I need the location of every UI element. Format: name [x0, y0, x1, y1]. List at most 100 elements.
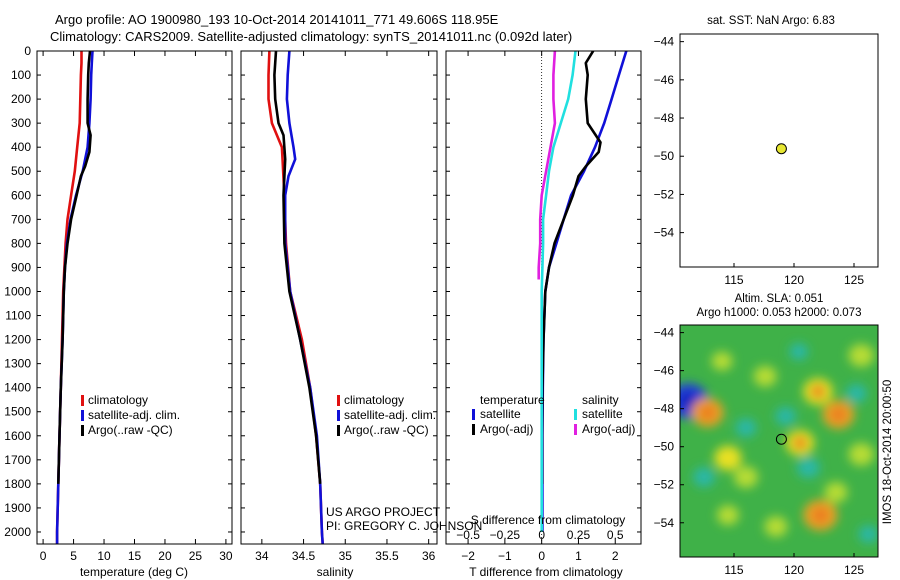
series-line-salinity-0: [267, 51, 324, 544]
depth-tick-label-14: 1400: [4, 381, 31, 395]
x-tick-label-temperature-6: 30: [219, 549, 233, 563]
map-y-tick-label-sst-map-3: −50: [654, 149, 675, 163]
s-diff-tick-label-4: 0.5: [607, 528, 624, 542]
depth-tick-label-10: 1000: [4, 284, 31, 298]
map-x-tick-label-sst-map-1: 120: [784, 273, 804, 287]
legend-label-temperature-1: satellite-adj. clim.: [88, 408, 180, 422]
depth-tick-label-9: 900: [11, 260, 31, 274]
legend-swatch-difference-1: [472, 424, 475, 435]
x-tick-label-difference-0: −2: [461, 549, 475, 563]
sst-map-markers: [775, 143, 787, 155]
sla-anomaly-core-0: [680, 392, 698, 410]
map-x-tick-label-sla-map-2: 125: [844, 563, 864, 577]
t-difference-axis-label: T difference from climatology: [469, 565, 623, 579]
x-tick-label-salinity-3: 35.5: [375, 549, 399, 563]
profile-location-marker-sst-map: [775, 143, 787, 155]
sla-heatmap: [680, 325, 878, 557]
sla-anomaly-blob-2: [714, 445, 742, 471]
difference-top-ticks: −0.5 −0.25 0 0.25 0.5: [456, 528, 624, 542]
sst-map-panel: sat. SST: NaN Argo: 6.83 115 120 125 −44 −46…: [654, 15, 879, 287]
map-x-tick-label-sst-map-2: 125: [844, 273, 864, 287]
figure-title-line1: Argo profile: AO 1900980_193 10-Oct-2014…: [55, 12, 499, 27]
difference-legend: temperature salinitysatelliteArgo(-adj)sa…: [472, 393, 635, 436]
depth-tick-label-18: 1800: [4, 477, 31, 491]
depth-tick-label-4: 400: [11, 140, 31, 154]
depth-tick-label-11: 1100: [5, 309, 31, 323]
temperature-lines: [55, 51, 94, 544]
map-y-tick-label-sla-map-1: −46: [654, 364, 675, 378]
x-tick-label-temperature-0: 0: [40, 549, 47, 563]
x-tick-label-salinity-1: 34.5: [292, 549, 316, 563]
sla-map-panel: Altim. SLA: 0.051 Argo h1000: 0.053 h200…: [654, 293, 894, 577]
x-tick-label-salinity-2: 35: [339, 549, 353, 563]
sla-anomaly-blob-21: [858, 525, 878, 544]
sla-anomaly-blob-16: [796, 457, 820, 478]
legend-swatch-salinity-2: [337, 425, 340, 436]
sla-anomaly-core-6: [793, 436, 807, 450]
temperature-x-ticks: 0 5 10 15 20 25 30: [37, 50, 233, 563]
legend-swatch-difference-0: [472, 409, 475, 420]
sla-side-label: IMOS 18-Oct-2014 20:00:50: [882, 380, 894, 524]
depth-tick-label-8: 800: [11, 236, 31, 250]
depth-tick-label-3: 300: [11, 116, 31, 130]
series-line-temperature-0: [55, 51, 83, 544]
difference-panel: −2 −1 0 1 2 −0.5 −0.25 0 0.25 0.5 S difference f…: [445, 50, 642, 579]
map-y-tick-label-sst-map-4: −52: [654, 187, 675, 201]
x-tick-label-difference-4: 2: [612, 549, 619, 563]
depth-tick-label-16: 1600: [4, 429, 31, 443]
series-line-difference-2: [540, 51, 577, 532]
map-y-tick-label-sst-map-2: −48: [654, 111, 675, 125]
salinity-lines: [267, 51, 324, 544]
x-tick-label-temperature-3: 15: [128, 549, 142, 563]
profile-location-marker-sla-map: [775, 433, 787, 445]
x-tick-label-salinity-4: 36: [422, 549, 436, 563]
map-x-tick-label-sla-map-0: 115: [724, 563, 743, 577]
depth-tick-label-20: 2000: [4, 525, 31, 539]
depth-tick-label-13: 1300: [4, 357, 31, 371]
temperature-frame: [36, 50, 233, 545]
sla-anomaly-blob-7: [733, 466, 759, 488]
x-tick-label-salinity-0: 34: [255, 549, 269, 563]
difference-lines: [537, 51, 628, 532]
depth-tick-label-19: 1900: [4, 501, 31, 515]
credit-line1: US ARGO PROJECT: [326, 505, 441, 519]
legend-label-temperature-0: climatology: [88, 393, 148, 407]
sla-anomaly-blob-17: [735, 418, 757, 438]
map-y-tick-label-sla-map-2: −48: [654, 402, 675, 416]
sla-anomaly-blob-15: [775, 406, 796, 426]
depth-tick-label-5: 500: [11, 164, 31, 178]
legend-label-salinity-1: satellite-adj. clim.: [344, 408, 436, 422]
depth-ticks: 0 100 200 300 400 500 600 700 800 900 1000 1100 1200…: [4, 44, 31, 539]
x-tick-label-temperature-2: 10: [97, 549, 111, 563]
x-tick-label-difference-2: 0: [538, 549, 545, 563]
credit-line2: PI: GREGORY C. JOHNSON: [326, 519, 482, 533]
sla-anomaly-blob-18: [693, 467, 715, 487]
legend-label-difference-0: satellite: [480, 407, 521, 421]
sla-anomaly-blob-8: [824, 481, 848, 503]
legend-swatch-difference-2: [574, 409, 577, 420]
sla-map-title: Altim. SLA: 0.051: [735, 293, 824, 305]
salinity-axis-label: salinity: [317, 565, 354, 579]
legend-title-salinity: salinity: [582, 393, 619, 407]
legend-label-salinity-2: Argo(..raw -QC): [344, 423, 429, 437]
x-tick-label-difference-1: −1: [498, 549, 512, 563]
s-diff-tick-label-0: −0.5: [456, 528, 480, 542]
map-y-tick-label-sla-map-4: −52: [654, 478, 675, 492]
legend-swatch-temperature-2: [81, 425, 84, 436]
legend-swatch-salinity-1: [337, 410, 340, 421]
depth-tick-label-1: 100: [11, 68, 31, 82]
sla-anomaly-blob-12: [848, 344, 874, 367]
sla-map-frame: [679, 324, 879, 558]
series-line-difference-3: [537, 51, 557, 280]
sla-map-ticks: 115 120 125 −44 −46 −48 −50 −52 −54: [654, 326, 865, 577]
sla-anomaly-core-4: [811, 384, 825, 399]
x-tick-label-temperature-5: 25: [189, 549, 203, 563]
map-y-tick-label-sla-map-3: −50: [654, 440, 675, 454]
depth-tick-label-0: 0: [24, 44, 31, 58]
s-difference-label: S difference from climatology: [471, 513, 626, 527]
map-x-tick-label-sst-map-0: 115: [724, 273, 743, 287]
depth-tick-label-7: 700: [11, 212, 31, 226]
map-x-tick-label-sla-map-1: 120: [784, 563, 804, 577]
legend-swatch-temperature-1: [81, 410, 84, 421]
